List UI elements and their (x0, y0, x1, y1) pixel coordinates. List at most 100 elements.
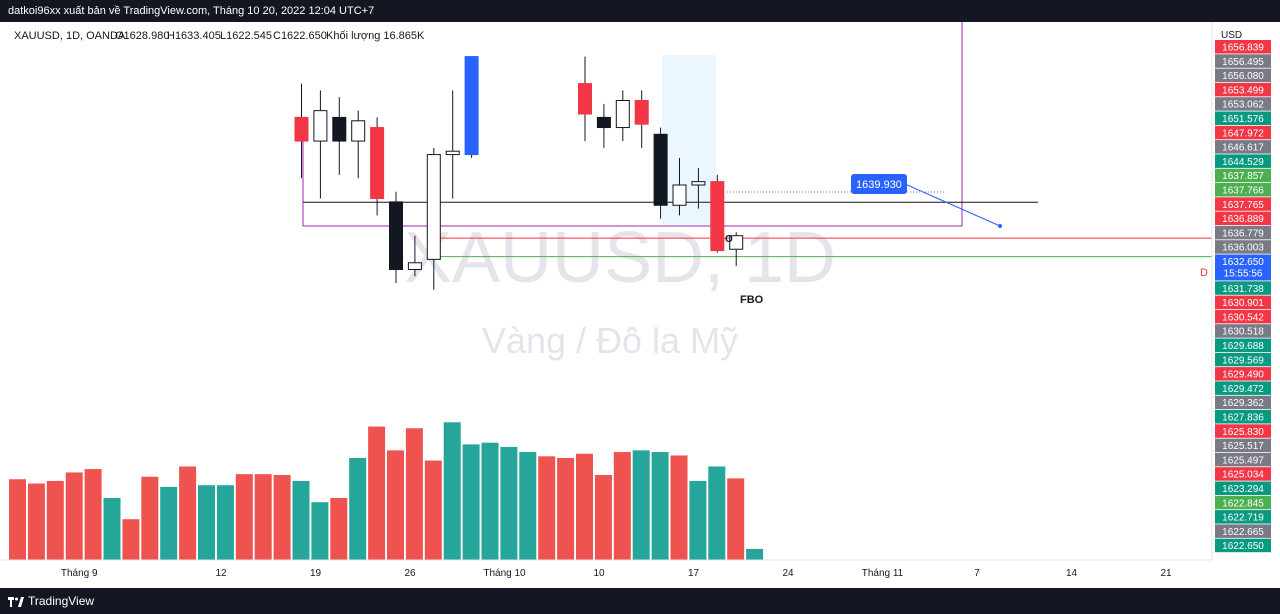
price-axis-label: 1637.765 (1215, 197, 1271, 211)
price-axis-label: 1656.839 (1215, 40, 1271, 54)
volume-bar[interactable] (311, 502, 329, 560)
svg-text:1629.688: 1629.688 (1222, 341, 1264, 352)
svg-text:1644.529: 1644.529 (1222, 157, 1264, 168)
svg-text:1632.650: 1632.650 (1222, 257, 1264, 268)
volume-bar[interactable] (443, 422, 461, 560)
time-axis-label: 19 (310, 568, 322, 579)
time-axis-label: 26 (404, 568, 416, 579)
price-axis-label: 1629.362 (1215, 395, 1271, 410)
volume-bar[interactable] (500, 446, 518, 560)
time-axis-label: 7 (974, 568, 980, 579)
svg-text:1656.495: 1656.495 (1222, 57, 1264, 68)
volume-bar[interactable] (84, 469, 102, 560)
candle[interactable] (407, 262, 422, 271)
volume-bar[interactable] (405, 428, 423, 560)
volume-bar[interactable] (198, 485, 215, 560)
volume-bar[interactable] (122, 519, 140, 560)
volume-bar[interactable] (538, 456, 556, 560)
volume-bar[interactable] (651, 452, 669, 560)
candle[interactable] (615, 100, 630, 129)
svg-text:1637.766: 1637.766 (1222, 186, 1264, 197)
candle[interactable] (672, 184, 687, 206)
volume-bar[interactable] (65, 472, 83, 560)
volume-bar[interactable] (160, 486, 178, 560)
volume-bar[interactable] (9, 479, 26, 560)
volume-bar[interactable] (179, 466, 197, 561)
volume-bar[interactable] (670, 455, 688, 560)
volume-bar[interactable] (557, 458, 575, 560)
volume-bar[interactable] (594, 475, 612, 560)
price-axis-label: 1651.576 (1215, 111, 1271, 125)
svg-text:1622.845: 1622.845 (1222, 498, 1264, 509)
candle[interactable] (634, 100, 649, 125)
price-axis-label: 1644.529 (1215, 154, 1271, 168)
price-axis-label: 1636.003 (1215, 240, 1271, 254)
volume-bar[interactable] (462, 444, 480, 560)
candle[interactable] (389, 201, 403, 271)
price-axis-label: 1622.719 (1215, 510, 1271, 524)
volume-bar[interactable] (273, 475, 291, 560)
candle[interactable] (332, 116, 347, 142)
price-axis-label: 1623.294 (1215, 481, 1271, 495)
price-callout[interactable] (851, 174, 907, 194)
time-axis-label: 12 (215, 568, 227, 579)
candle[interactable] (710, 181, 725, 252)
volume-bar[interactable] (27, 483, 45, 561)
volume-bar[interactable] (746, 548, 764, 560)
svg-text:1656.839: 1656.839 (1222, 43, 1264, 54)
volume-bar[interactable] (689, 480, 707, 560)
volume-bar[interactable] (254, 474, 272, 560)
volume-bar[interactable] (632, 450, 650, 560)
svg-text:1630.901: 1630.901 (1222, 298, 1264, 309)
candle[interactable] (578, 83, 592, 115)
callout-anchor[interactable] (998, 224, 1002, 228)
volume-bar[interactable] (292, 480, 310, 560)
candle[interactable] (653, 133, 668, 206)
candle[interactable] (596, 116, 611, 129)
price-axis-label: 1627.836 (1215, 410, 1271, 424)
volume-bar[interactable] (235, 474, 253, 560)
plot-area[interactable] (0, 22, 1212, 560)
price-axis-currency: USD (1221, 30, 1242, 41)
candle[interactable] (351, 120, 366, 142)
volume-bar[interactable] (141, 476, 159, 560)
volume-bar[interactable] (576, 453, 593, 560)
volume-bar[interactable] (349, 458, 367, 560)
volume-bar[interactable] (481, 442, 499, 560)
svg-text:1631.738: 1631.738 (1222, 284, 1264, 295)
svg-text:1627.836: 1627.836 (1222, 413, 1264, 424)
volume-bar[interactable] (519, 452, 537, 560)
time-axis[interactable] (0, 560, 1212, 588)
candle[interactable] (426, 154, 441, 260)
price-axis-label: 1647.972 (1215, 125, 1271, 140)
volume-bar[interactable] (103, 497, 121, 560)
candle[interactable] (294, 116, 309, 142)
volume-bar[interactable] (330, 497, 348, 560)
volume-bar[interactable] (368, 426, 386, 560)
time-axis-label: 10 (593, 568, 605, 579)
svg-text:1622.665: 1622.665 (1222, 527, 1264, 538)
volume-bar[interactable] (727, 478, 745, 560)
candle[interactable] (370, 127, 385, 200)
candle[interactable] (445, 150, 460, 156)
volume-bar[interactable] (216, 485, 234, 560)
volume-bar[interactable] (46, 480, 64, 560)
candle[interactable] (464, 56, 479, 156)
candle[interactable] (691, 181, 706, 186)
price-axis-label: 1622.665 (1215, 524, 1271, 538)
svg-text:1637.857: 1637.857 (1222, 171, 1264, 182)
price-axis-label: 1629.569 (1215, 352, 1271, 367)
price-axis-label: 1625.830 (1215, 424, 1271, 438)
volume-bar[interactable] (387, 450, 404, 560)
volume-bar[interactable] (613, 452, 631, 560)
volume-bar[interactable] (424, 460, 442, 560)
price-axis-label: 1630.901 (1215, 295, 1271, 310)
volume-bar[interactable] (708, 466, 726, 561)
time-axis-label: 14 (1066, 568, 1078, 579)
price-axis-label: 1653.062 (1215, 97, 1271, 111)
price-axis-label: 1637.857 (1215, 168, 1271, 183)
price-axis-label: 1656.080 (1215, 68, 1271, 83)
candle[interactable] (729, 235, 744, 250)
candle[interactable] (313, 110, 328, 142)
